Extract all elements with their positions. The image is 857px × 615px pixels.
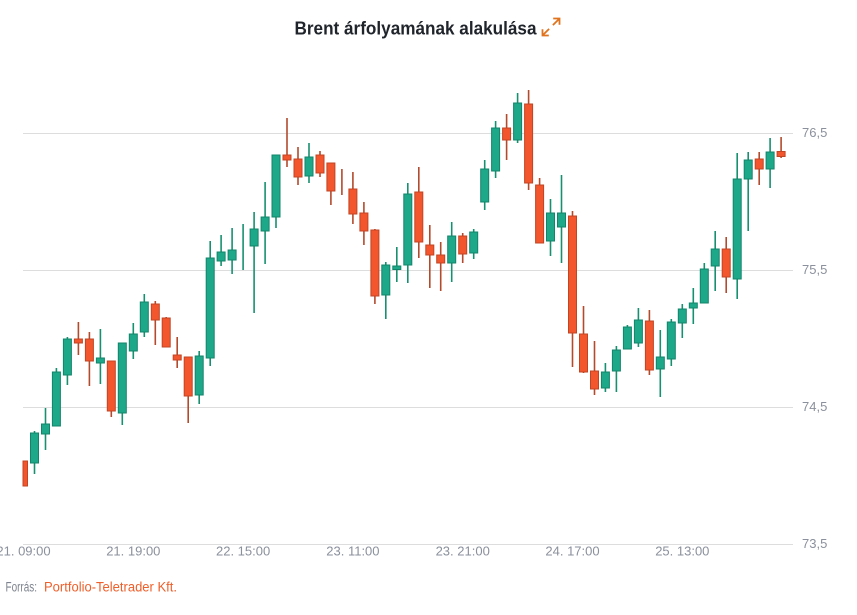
svg-text:73,5: 73,5 (802, 536, 827, 551)
svg-text:Brent árfolyamának alakulása: Brent árfolyamának alakulása (295, 19, 538, 39)
svg-text:23. 11:00: 23. 11:00 (326, 543, 379, 558)
svg-text:76,5: 76,5 (802, 125, 827, 140)
svg-text:Forrás:: Forrás: (6, 580, 38, 595)
svg-text:22. 15:00: 22. 15:00 (216, 543, 270, 558)
svg-text:21. 09:00: 21. 09:00 (0, 543, 51, 558)
svg-text:74,5: 74,5 (802, 399, 827, 414)
svg-text:75,5: 75,5 (802, 262, 827, 277)
svg-text:23. 21:00: 23. 21:00 (436, 543, 490, 558)
svg-text:24. 17:00: 24. 17:00 (545, 543, 599, 558)
svg-text:Portfolio-Teletrader Kft.: Portfolio-Teletrader Kft. (44, 580, 177, 595)
svg-text:25. 13:00: 25. 13:00 (655, 543, 709, 558)
svg-text:21. 19:00: 21. 19:00 (106, 543, 160, 558)
